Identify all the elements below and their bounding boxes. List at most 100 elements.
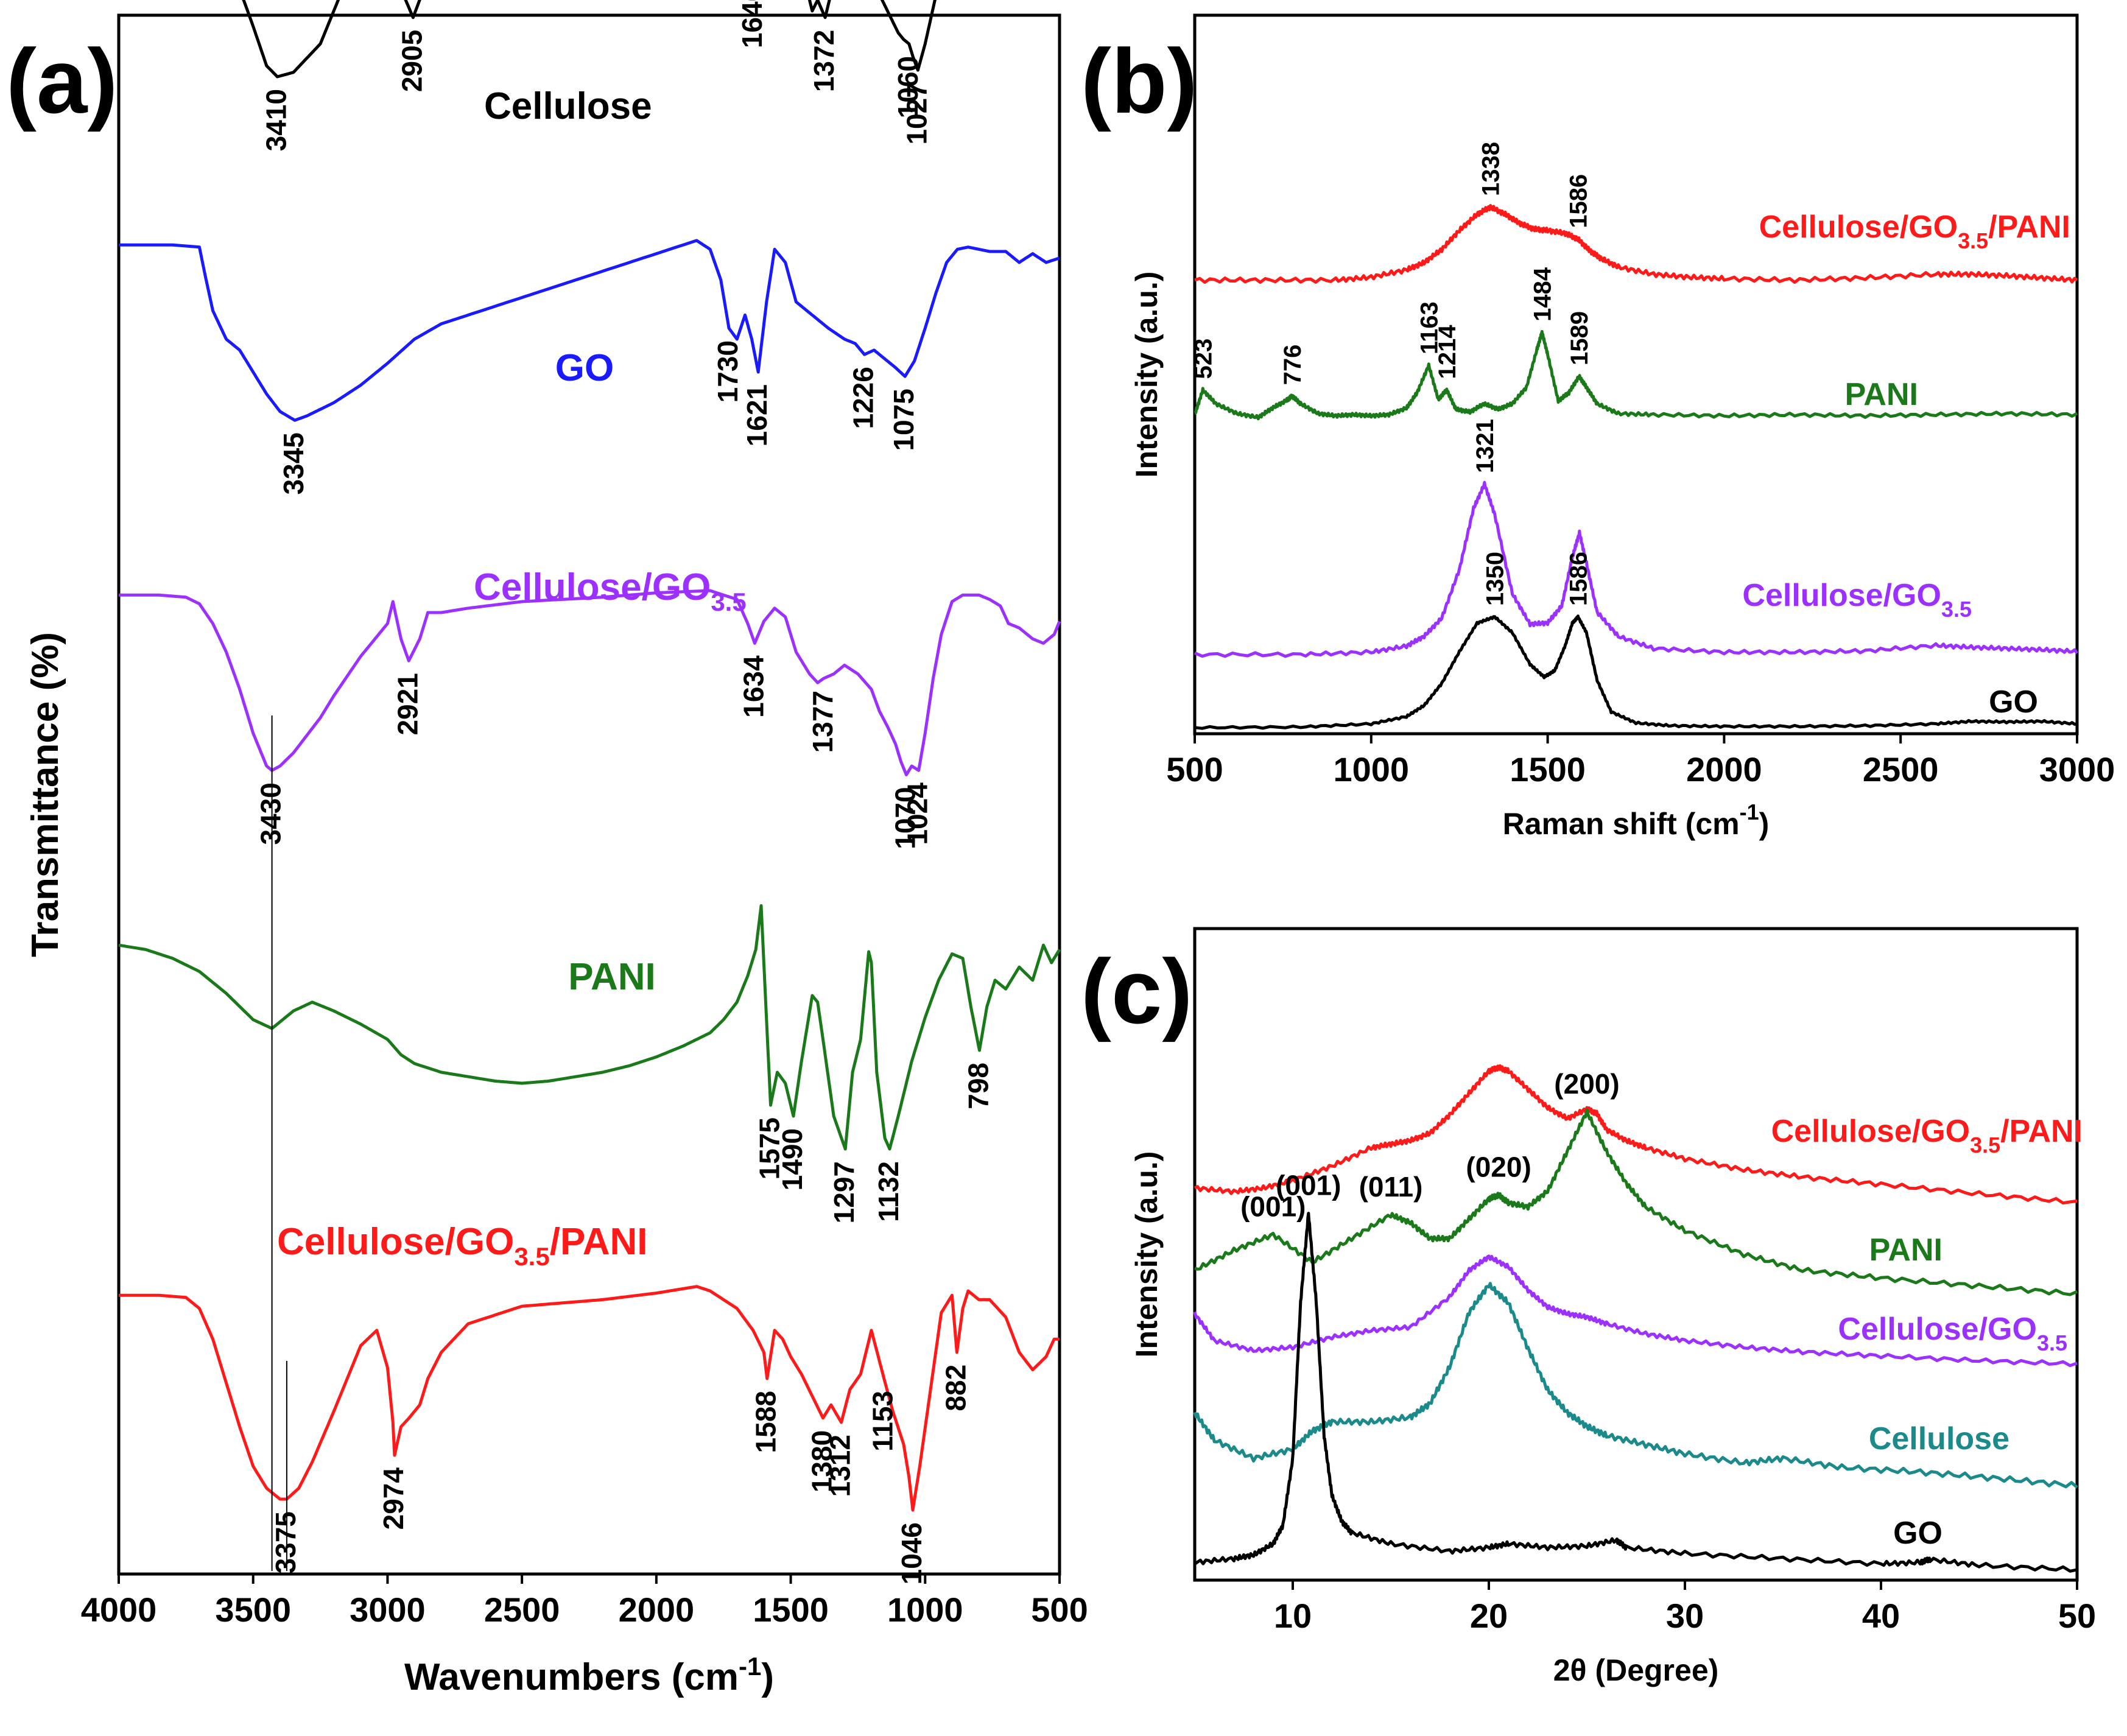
x-axis-title-b: Raman shift (cm-1)	[1503, 799, 1770, 841]
peak-label-b: 1589	[1566, 311, 1593, 365]
series-name-tail: /PANI	[550, 1221, 648, 1263]
series-name-c-2: Cellulose/GO3.5	[1838, 1312, 2067, 1355]
peak-label-b: 1338	[1478, 142, 1505, 196]
series-line-c-0	[1194, 1064, 2078, 1205]
series-line-c-2	[1193, 1254, 2078, 1368]
peak-label-a: 1046	[896, 1522, 927, 1584]
x-tick-label-a: 2500	[484, 1590, 560, 1629]
peak-label-b: 1484	[1529, 267, 1556, 322]
peak-label-a: 1060	[892, 56, 924, 118]
series-name-b-0: Cellulose/GO3.5/PANI	[1759, 209, 2070, 253]
peak-label-a: 1490	[776, 1128, 808, 1190]
series-line-b-3	[1194, 614, 2078, 730]
x-tick-label-c: 20	[1470, 1597, 1508, 1635]
series-name-sub: 3.5	[1970, 1133, 2000, 1158]
x-tick-label-a: 4000	[81, 1590, 157, 1629]
x-tick-label-b: 500	[1166, 750, 1223, 789]
peak-label-a: 2905	[396, 30, 427, 92]
series-name-main: Cellulose/GO	[277, 1221, 514, 1263]
plot-frame-b	[1193, 13, 2079, 736]
series-name-c-0: Cellulose/GO3.5/PANI	[1771, 1114, 2083, 1158]
peak-label-b: 1586	[1565, 552, 1592, 606]
x-tick-label-a: 1000	[887, 1590, 963, 1629]
x-tick-label-a: 2000	[619, 1590, 695, 1629]
peak-label-a: 1372	[808, 30, 840, 92]
peak-label-a: 3410	[260, 89, 292, 151]
series-name-a-4: Cellulose/GO3.5/PANI	[277, 1221, 647, 1271]
peak-label-a: 2921	[392, 673, 423, 735]
y-axis-title-c: Intensity (a.u.)	[1130, 1151, 1164, 1358]
peak-label-a: 1588	[750, 1391, 782, 1453]
x-tick-label-c: 10	[1274, 1597, 1312, 1635]
series-name-a-2: Cellulose/GO3.5	[474, 566, 747, 616]
x-tick-label-c: 50	[2058, 1597, 2096, 1635]
peak-label-a: 1312	[824, 1435, 856, 1497]
peak-label-a: 1575	[753, 1117, 785, 1179]
x-tick-label-a: 500	[1031, 1590, 1088, 1629]
x-tick-label-c: 40	[1862, 1597, 1900, 1635]
series-name-main: GO	[555, 347, 614, 389]
peak-label-a: 3375	[270, 1511, 301, 1573]
panel-label-c: (c)	[1081, 940, 1192, 1042]
x-axis-title-text: Raman shift (cm	[1503, 807, 1740, 841]
x-tick-label-a: 1500	[753, 1590, 829, 1629]
series-name-b-3: GO	[1989, 684, 2038, 720]
peak-label-b: 1321	[1472, 419, 1499, 473]
series-name-a-1: GO	[555, 347, 614, 389]
series-name-b-2: Cellulose/GO3.5	[1742, 578, 1972, 622]
peak-label-b: 1586	[1565, 174, 1592, 228]
peak-label-a: 1226	[848, 367, 879, 429]
series-line-c-1	[1194, 1108, 2078, 1296]
series-name-tail: /PANI	[1988, 209, 2070, 245]
x-tick-label-b: 3000	[2039, 750, 2115, 789]
x-axis-title-c: 2θ (Degree)	[1553, 1653, 1719, 1687]
series-name-sub: 3.5	[514, 1242, 549, 1271]
peak-label-a: 3430	[255, 782, 287, 845]
x-axis-title-sup: -1	[739, 1652, 761, 1681]
panel-b: 500 1000 1500 2000 2500 3000 Raman shift (cm-1…	[1081, 13, 2115, 841]
peak-label-a: 2974	[378, 1467, 409, 1530]
series-name-sub: 3.5	[711, 588, 746, 616]
series-line-a-1	[119, 239, 1060, 422]
series-line-b-0	[1194, 204, 2078, 284]
series-name-c-3: Cellulose	[1869, 1421, 2009, 1457]
series-line-a-3	[118, 904, 1061, 1151]
peak-label-a: 1027	[901, 82, 932, 144]
x-axis-title-text: Wavenumbers (cm	[404, 1656, 739, 1698]
peak-label-a: 1297	[828, 1161, 860, 1223]
plot-frame-c	[1193, 927, 2079, 1582]
series-name-c-4: GO	[1893, 1516, 1942, 1551]
series-name-main: PANI	[1845, 377, 1918, 412]
series-name-sub: 3.5	[2037, 1330, 2067, 1355]
series-name-main: GO	[1893, 1516, 1942, 1551]
x-tick-label-b: 2000	[1686, 750, 1762, 789]
peak-label-b: 1214	[1434, 325, 1461, 379]
series-line-b-1	[1194, 330, 2078, 421]
series-name-main: Cellulose/GO	[1742, 578, 1941, 613]
series-name-sub: 3.5	[1958, 228, 1988, 253]
peak-label-b: 1350	[1482, 552, 1509, 606]
x-tick-label-b: 1500	[1510, 750, 1586, 789]
plot-frame-a	[117, 13, 1061, 1576]
peak-label-a: 1132	[873, 1161, 904, 1222]
series-line-a-4	[119, 1285, 1061, 1512]
peak-label-c: (200)	[1554, 1068, 1619, 1100]
series-name-main: PANI	[568, 956, 656, 998]
x-tick-label-b: 1000	[1334, 750, 1410, 789]
series-name-tail: /PANI	[2000, 1114, 2083, 1149]
peak-label-a: 1380	[806, 1430, 838, 1492]
peak-label-c: (020)	[1466, 1151, 1531, 1183]
series-name-sub: 3.5	[1941, 597, 1972, 622]
x-axis-title-sup: -1	[1740, 799, 1759, 824]
panel-c: 10 20 30 40 50 2θ (Degree) Intensity (a.u.) (c)…	[1081, 927, 2096, 1687]
series-line-a-2	[119, 589, 1061, 776]
peak-label-b: 1163	[1416, 301, 1443, 354]
series-line-a-0	[242, 0, 937, 79]
series-name-main: Cellulose	[1869, 1421, 2009, 1457]
series-name-main: Cellulose/GO	[1759, 209, 1958, 245]
series-name-main: GO	[1989, 684, 2038, 720]
series-name-a-3: PANI	[568, 956, 656, 998]
series-name-main: Cellulose/GO	[1838, 1312, 2037, 1347]
series-line-c-3	[1193, 1282, 2078, 1489]
